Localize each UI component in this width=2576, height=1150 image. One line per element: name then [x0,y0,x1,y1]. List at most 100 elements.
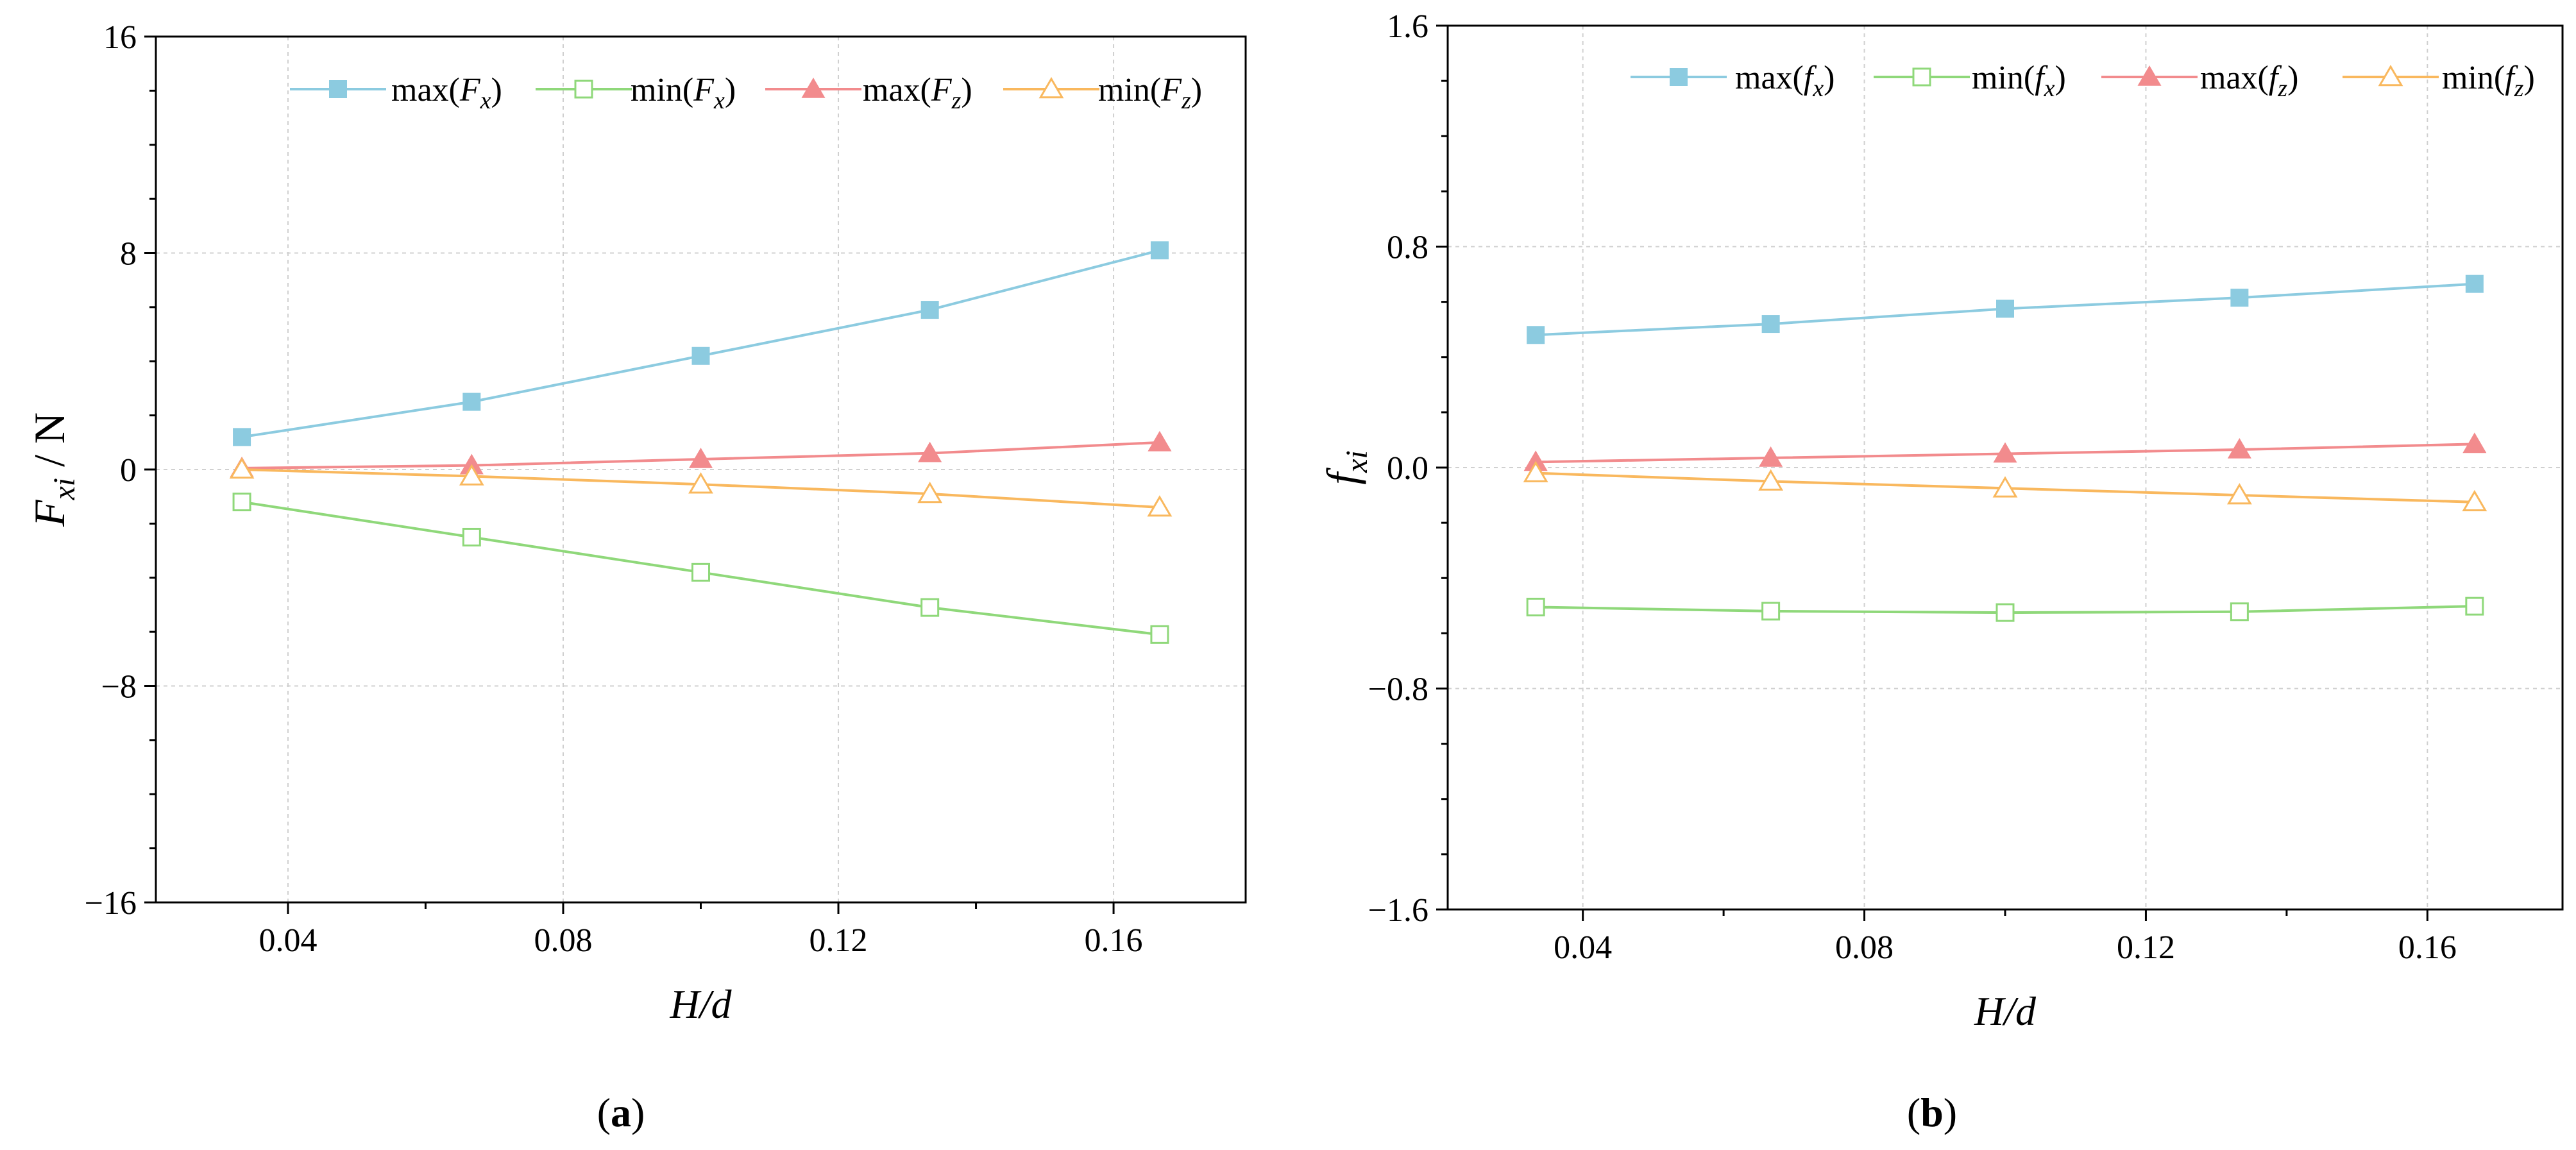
y-tick-label: −0.8 [1368,672,1428,708]
series-max_fz [230,430,1172,477]
y-tick-label: 16 [103,19,137,56]
legend-item-min_fz: min(Fz) [1003,72,1202,114]
data-point-min_fx [920,598,940,617]
data-point-max_fz [2462,432,2487,453]
x-tick-label: 0.12 [2117,929,2175,966]
data-point-min_fx [2465,596,2484,616]
legend-label: min(Fz) [1098,72,1202,114]
legend-variable: F [1160,72,1182,108]
data-point-min_fz [1147,495,1173,517]
panel-label-open: ( [597,1090,611,1135]
legend-prefix: max( [391,72,460,108]
series-line-max_fx [241,249,1160,439]
series-max_fx [233,241,1169,446]
panel-label: (a) [597,1090,645,1135]
legend-marker [801,78,826,98]
panel-label-close: ) [1944,1090,1957,1135]
legend-suffix: ) [2055,60,2066,96]
data-point-max_fx [691,346,710,365]
legend-item-min_fx: min(Fx) [536,72,736,114]
legend-marker [1912,67,1931,87]
data-point-max_fx [233,428,251,446]
data-point-max_fx [1996,300,2014,318]
data-point-min_fz [229,457,255,479]
y-tick-label: −1.6 [1368,892,1428,929]
data-point-min_fz [688,472,713,494]
x-tick-label: 0.08 [534,922,592,959]
data-point-max_fz [688,447,713,468]
legend-suffix: ) [2523,60,2534,96]
data-point-min_fz [459,464,484,486]
y-tick-label: 0.0 [1387,450,1428,487]
y-label-unit: / N [25,412,74,478]
series-min_fz [229,457,1173,517]
legend-subscript: x [480,87,491,114]
legend-label: min(Fx) [631,72,736,114]
legend-item-min_fz: min(fz) [2343,60,2535,102]
legend-prefix: min( [631,72,693,108]
legend-prefix: max( [863,72,931,108]
legend-suffix: ) [1824,60,1835,96]
data-point-max_fz [2227,438,2251,459]
legend-marker [574,80,593,99]
data-point-min_fx [2230,602,2249,622]
series-max_fz [1523,432,2487,471]
legend-subscript: z [2514,75,2524,102]
legend-marker [1670,68,1688,86]
legend-subscript: x [713,87,725,114]
legend-marker [329,80,347,98]
legend-subscript: x [1812,75,1824,102]
y-axis-label: Fxi / N [25,412,81,527]
data-point-min_fx [691,562,710,582]
legend-label: max(Fz) [863,72,972,114]
y-label-subscript: xi [47,478,81,501]
legend-prefix: min( [1098,72,1161,108]
legend-prefix: min( [2442,60,2505,96]
legend-label: min(fx) [1972,60,2066,102]
data-point-max_fz [1148,430,1172,452]
data-point-max_fx [1761,315,1780,334]
legend-subscript: z [2277,75,2287,102]
panel-label-open: ( [1907,1090,1920,1135]
panel-label-letter: a [611,1090,631,1135]
data-point-min_fz [1992,476,2018,498]
y-tick-label: 8 [120,236,137,273]
legend-variable: F [693,72,715,108]
y-label-symbol: F [25,499,74,527]
data-point-max_fx [2465,275,2484,293]
data-point-min_fz [917,481,943,503]
data-point-min_fz [1523,461,1548,482]
data-point-max_fx [462,393,481,411]
legend-prefix: max( [1735,60,1804,96]
panel-label: (b) [1907,1090,1957,1135]
x-axis-label: H/d [1974,988,2037,1034]
legend-suffix: ) [725,72,736,108]
x-tick-label: 0.08 [1835,929,1894,966]
x-tick-label: 0.04 [1554,929,1612,966]
legend-variable: F [931,72,953,108]
data-point-max_fx [1150,241,1169,260]
legend-item-max_fz: max(Fz) [765,72,972,114]
x-tick-label: 0.12 [809,922,868,959]
legend-subscript: z [951,87,962,114]
panel-label-close: ) [631,1090,645,1135]
legend-prefix: min( [1972,60,2035,96]
y-tick-label: −16 [85,885,137,922]
data-point-max_fz [918,441,942,462]
data-point-max_fx [920,301,939,319]
legend-item-min_fx: min(fx) [1874,60,2066,102]
legend-marker [1038,77,1064,99]
series-min_fz [1523,461,2487,512]
legend-item-max_fx: max(fx) [1631,60,1835,102]
legend-label: min(fz) [2442,60,2535,102]
legend-variable: F [459,72,481,108]
legend-suffix: ) [961,72,972,108]
legend-label: max(Fx) [391,72,502,114]
legend-marker [2137,65,2162,86]
panel-label-letter: b [1920,1090,1944,1135]
legend-item-max_fz: max(fz) [2101,60,2298,102]
data-point-min_fx [232,493,251,512]
data-point-max_fx [2230,289,2249,307]
